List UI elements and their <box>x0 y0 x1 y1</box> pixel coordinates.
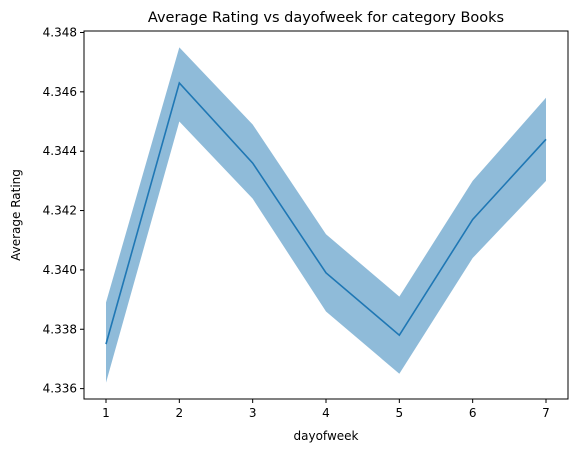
y-tick-label: 4.348 <box>43 25 77 39</box>
y-tick-label: 4.346 <box>43 85 77 99</box>
x-tick-label: 5 <box>396 406 404 420</box>
y-tick-label: 4.342 <box>43 204 77 218</box>
y-axis: 4.336 4.338 4.340 4.342 4.344 4.346 4.348 <box>43 25 84 396</box>
y-tick-label: 4.340 <box>43 263 77 277</box>
confidence-band <box>106 47 546 383</box>
x-axis: 1 2 3 4 5 6 7 <box>102 399 550 420</box>
plot-area <box>105 47 547 383</box>
x-tick-label: 4 <box>322 406 330 420</box>
y-tick-label: 4.336 <box>43 382 77 396</box>
x-tick-label: 2 <box>176 406 184 420</box>
x-tick-label: 1 <box>102 406 110 420</box>
x-tick-label: 6 <box>469 406 477 420</box>
mean-line <box>105 81 547 345</box>
x-tick-label: 7 <box>542 406 550 420</box>
chart-title: Average Rating vs dayofweek for category… <box>148 10 504 26</box>
x-tick-label: 3 <box>249 406 257 420</box>
y-tick-label: 4.344 <box>43 144 77 158</box>
x-axis-label: dayofweek <box>294 429 359 443</box>
y-tick-label: 4.338 <box>43 322 77 336</box>
y-axis-label: Average Rating <box>9 169 23 261</box>
